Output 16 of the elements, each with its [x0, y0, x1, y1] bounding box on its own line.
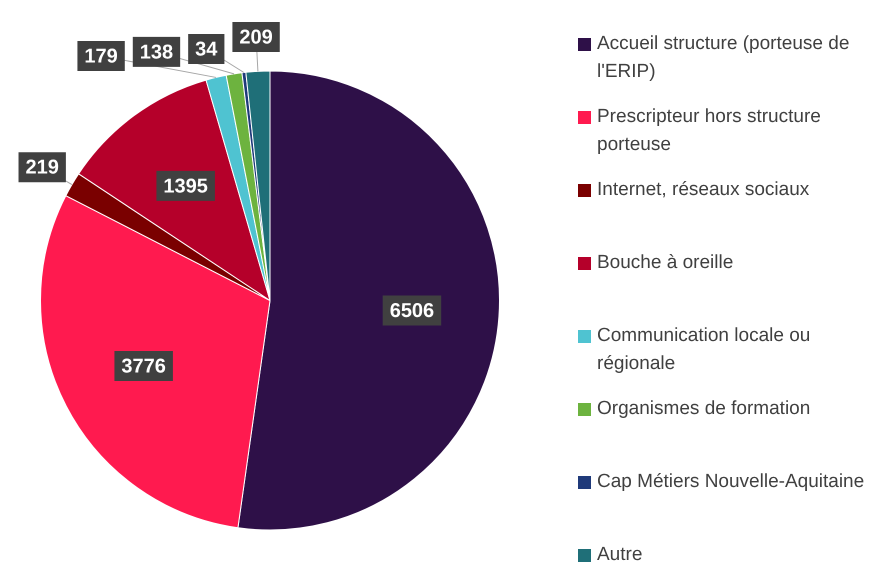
data-label: 34: [195, 38, 218, 60]
legend-label: Autre: [597, 543, 642, 567]
legend-label: Prescripteur hors structure porteuse: [597, 105, 822, 157]
data-label: 209: [239, 26, 273, 48]
data-label: 179: [84, 45, 118, 68]
data-label: 1395: [163, 175, 208, 198]
legend-label: Bouche à oreille: [597, 251, 734, 275]
legend-label: Communication locale ou régionale: [597, 324, 812, 376]
data-label: 6506: [390, 300, 434, 322]
legend-label: Cap Métiers Nouvelle-Aquitaine: [597, 470, 864, 494]
legend-label: Accueil structure (porteuse de l'ERIP): [597, 32, 850, 84]
data-label: 219: [26, 156, 59, 179]
legend-label: Organismes de formation: [597, 397, 810, 421]
data-label: 3776: [121, 355, 166, 378]
legend-label: Internet, réseaux sociaux: [597, 178, 810, 202]
data-label: 138: [140, 41, 174, 64]
